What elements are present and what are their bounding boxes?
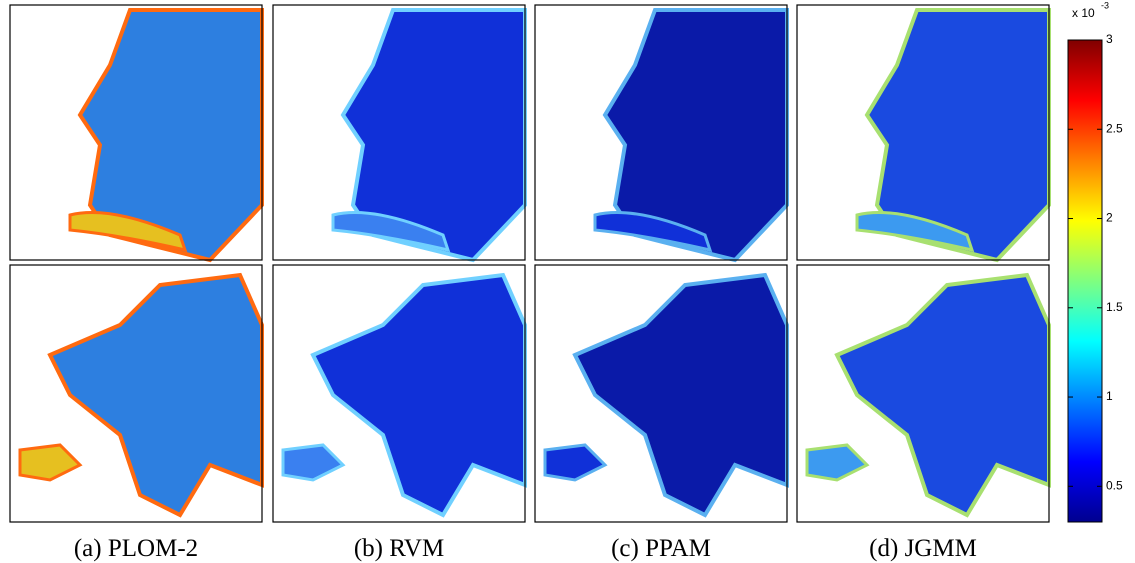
map-region <box>543 443 608 482</box>
colorbar-tick-label: 3 <box>1106 32 1113 46</box>
panel-frame <box>9 264 263 523</box>
colorbar-multiplier: x 10 <box>1072 6 1095 20</box>
image-panel <box>9 4 264 263</box>
map-region <box>834 272 1051 518</box>
map-region <box>18 443 83 482</box>
colorbar-exponent: -3 <box>1101 0 1109 10</box>
panel-caption: (c) PPAM <box>611 535 711 562</box>
map-region <box>68 211 188 253</box>
map-region <box>310 272 527 518</box>
colorbar-tick-label: 2 <box>1106 211 1113 225</box>
image-panel <box>534 4 789 263</box>
image-panel <box>796 264 1051 523</box>
panel-frame <box>272 264 526 523</box>
colorbar-tick-label: 1.5 <box>1106 300 1123 314</box>
panel-caption: (d) JGMM <box>869 535 977 562</box>
image-panel <box>272 264 527 523</box>
map-region <box>855 211 975 253</box>
panel-frame <box>534 4 788 261</box>
panel-caption: (b) RVM <box>354 535 444 562</box>
image-panel <box>796 4 1051 263</box>
map-region <box>572 272 789 518</box>
image-panel <box>534 264 789 523</box>
image-panel <box>272 4 527 263</box>
map-region <box>805 443 870 482</box>
panel-caption: (a) PLOM-2 <box>74 535 198 562</box>
map-region <box>331 211 451 253</box>
colorbar-tick-label: 2.5 <box>1106 121 1123 135</box>
colorbar-tick-label: 1 <box>1106 389 1113 403</box>
map-region <box>281 443 346 482</box>
map-region <box>47 272 264 518</box>
panel-frame <box>796 4 1050 261</box>
map-region <box>593 211 713 253</box>
panel-frame <box>9 4 263 261</box>
colorbar <box>1067 39 1103 523</box>
image-panel <box>9 264 264 523</box>
panel-frame <box>796 264 1050 523</box>
panel-frame <box>272 4 526 261</box>
colorbar-tick-label: 0.5 <box>1106 478 1123 492</box>
panel-frame <box>534 264 788 523</box>
